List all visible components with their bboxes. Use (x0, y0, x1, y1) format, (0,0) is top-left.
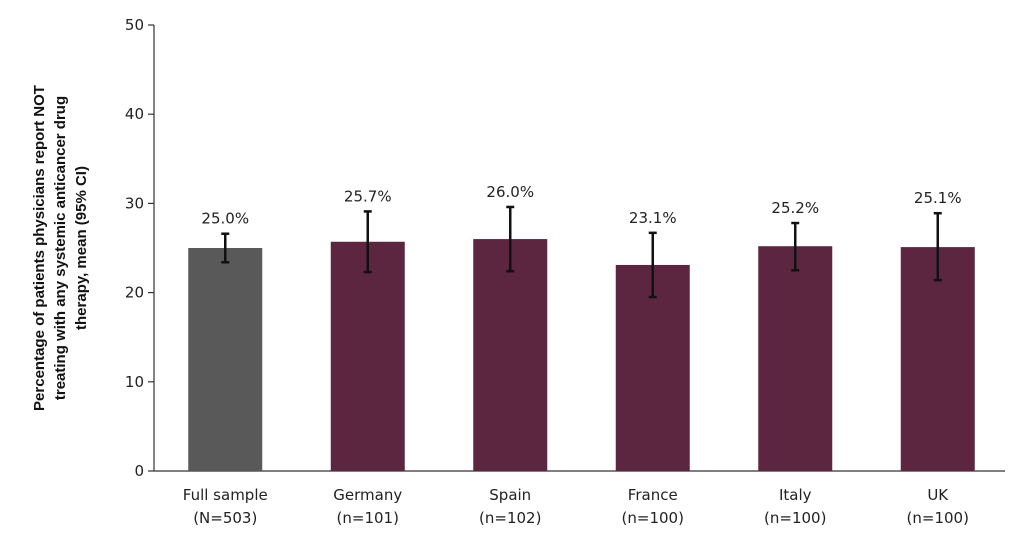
data-label: 25.7% (344, 187, 392, 205)
data-label: 23.1% (629, 209, 677, 227)
data-labels: 25.0% 25.7% 26.0% 23.1% 25.2% 25.1% (201, 183, 961, 228)
category-sample-size: (N=503) (193, 509, 257, 527)
error-bars (221, 205, 942, 299)
category-label: Spain (489, 486, 531, 504)
axes: 0 10 20 30 40 50 (125, 16, 1005, 480)
data-label: 25.1% (914, 189, 962, 207)
category-sample-size: (n=100) (764, 509, 826, 527)
data-label: 26.0% (486, 183, 534, 201)
y-tick-label: 0 (134, 462, 144, 480)
y-tick-label: 40 (125, 105, 144, 123)
bar (615, 264, 690, 471)
category-label: UK (927, 486, 949, 504)
category-label: Germany (333, 486, 402, 504)
y-tick-label: 50 (125, 16, 144, 34)
y-tick-label: 10 (125, 373, 144, 391)
category-label: Italy (779, 486, 812, 504)
y-axis-label-line: treating with any systemic anticancer dr… (52, 96, 69, 400)
y-tick-label: 20 (125, 284, 144, 302)
category-label: France (628, 486, 678, 504)
bar (188, 248, 263, 471)
category-sample-size: (n=100) (622, 509, 684, 527)
y-axis-label-line: Percentage of patients physicians report… (31, 85, 48, 411)
y-axis-label-line: therapy, mean (95% CI) (73, 166, 90, 330)
y-axis-label: Percentage of patients physicians report… (31, 85, 90, 411)
bar (758, 246, 833, 471)
category-label: Full sample (183, 486, 268, 504)
data-label: 25.0% (201, 210, 249, 228)
bar (330, 241, 405, 471)
category-sample-size: (n=102) (479, 509, 541, 527)
category-labels: Full sample (N=503) Germany (n=101) Spain (n=… (183, 486, 969, 527)
bars (188, 239, 975, 471)
category-sample-size: (n=100) (907, 509, 969, 527)
bar (900, 247, 975, 471)
category-sample-size: (n=101) (337, 509, 399, 527)
data-label: 25.2% (771, 199, 819, 217)
y-tick-label: 30 (125, 194, 144, 212)
bar (473, 239, 548, 471)
